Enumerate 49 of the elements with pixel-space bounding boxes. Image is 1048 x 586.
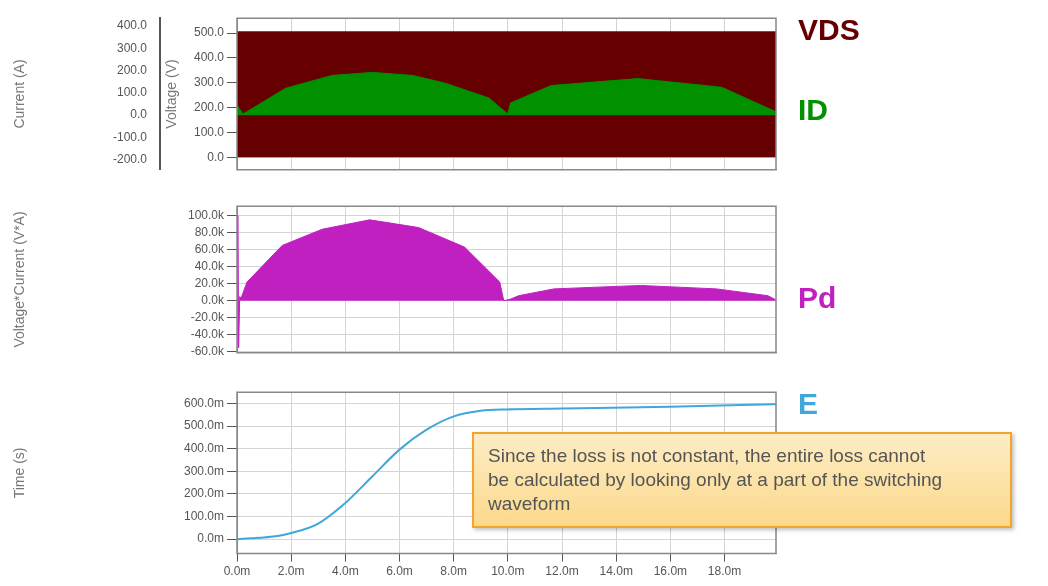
y2-tick-label: 100.0 bbox=[116, 85, 148, 100]
y-tick-label: -20.0k bbox=[190, 310, 225, 325]
y-tick-label: 500.0m bbox=[183, 418, 224, 433]
series-label: VDS bbox=[798, 13, 860, 47]
y2-tick-label: 200.0 bbox=[116, 62, 148, 77]
y2-axis-title: Current (A) bbox=[11, 59, 28, 129]
series-label: Pd bbox=[798, 281, 837, 315]
x-tick-label: 10.0m bbox=[491, 564, 525, 579]
y-tick-label: 500.0 bbox=[193, 25, 225, 40]
x-tick-label: 6.0m bbox=[386, 564, 413, 579]
y-tick-label: 100.0m bbox=[183, 508, 224, 523]
y-tick-label: 300.0m bbox=[183, 463, 224, 478]
y-tick-label: 20.0k bbox=[194, 276, 225, 291]
y-tick-label: -60.0k bbox=[190, 344, 225, 359]
y2-tick-label: 400.0 bbox=[116, 18, 148, 33]
y2-tick-label: -200.0 bbox=[112, 152, 148, 167]
line-series bbox=[237, 403, 776, 541]
y-axis-title: Voltage (V) bbox=[163, 59, 180, 129]
y-tick-label: 400.0m bbox=[183, 441, 224, 456]
y-axis-title: Time (s) bbox=[11, 447, 28, 499]
y2-tick-label: 300.0 bbox=[116, 40, 148, 55]
y-tick-label: 0.0m bbox=[197, 531, 224, 546]
x-tick-label: 14.0m bbox=[599, 564, 633, 579]
y-tick-label: 0.0k bbox=[201, 293, 225, 308]
y-tick-label: 300.0 bbox=[193, 75, 225, 90]
series-label: ID bbox=[798, 93, 828, 127]
y-tick-label: 200.0 bbox=[193, 99, 225, 114]
y-tick-label: 100.0 bbox=[193, 124, 225, 139]
x-tick-label: 8.0m bbox=[440, 564, 468, 579]
y-tick-label: 200.0m bbox=[183, 486, 224, 501]
y2-tick-label: -100.0 bbox=[112, 129, 148, 144]
x-tick-label: 12.0m bbox=[545, 564, 579, 579]
y-tick-label: 100.0k bbox=[187, 207, 225, 222]
x-tick-label: 0.0m bbox=[223, 564, 251, 579]
series-label: E bbox=[798, 387, 819, 421]
y-tick-label: 80.0k bbox=[194, 224, 225, 239]
y-tick-label: 60.0k bbox=[194, 241, 225, 256]
x-tick-label: 18.0m bbox=[707, 564, 742, 579]
x-tick-label: 4.0m bbox=[332, 564, 359, 579]
callout-box: Since the loss is not constant, the entire loss cannot be calculated by looking only at a part of the switching waveform bbox=[472, 432, 1012, 528]
x-tick-label: 16.0m bbox=[653, 564, 688, 579]
y2-tick-label: 0.0 bbox=[130, 107, 148, 122]
y-axis-title: Voltage*Current (V*A) bbox=[11, 211, 28, 348]
y-tick-label: 600.0m bbox=[183, 395, 224, 410]
y-tick-label: 0.0 bbox=[207, 149, 225, 164]
y-tick-label: 400.0 bbox=[193, 50, 225, 65]
y-tick-label: -40.0k bbox=[190, 327, 225, 342]
x-tick-label: 2.0m bbox=[277, 564, 305, 579]
y-tick-label: 40.0k bbox=[194, 259, 225, 274]
